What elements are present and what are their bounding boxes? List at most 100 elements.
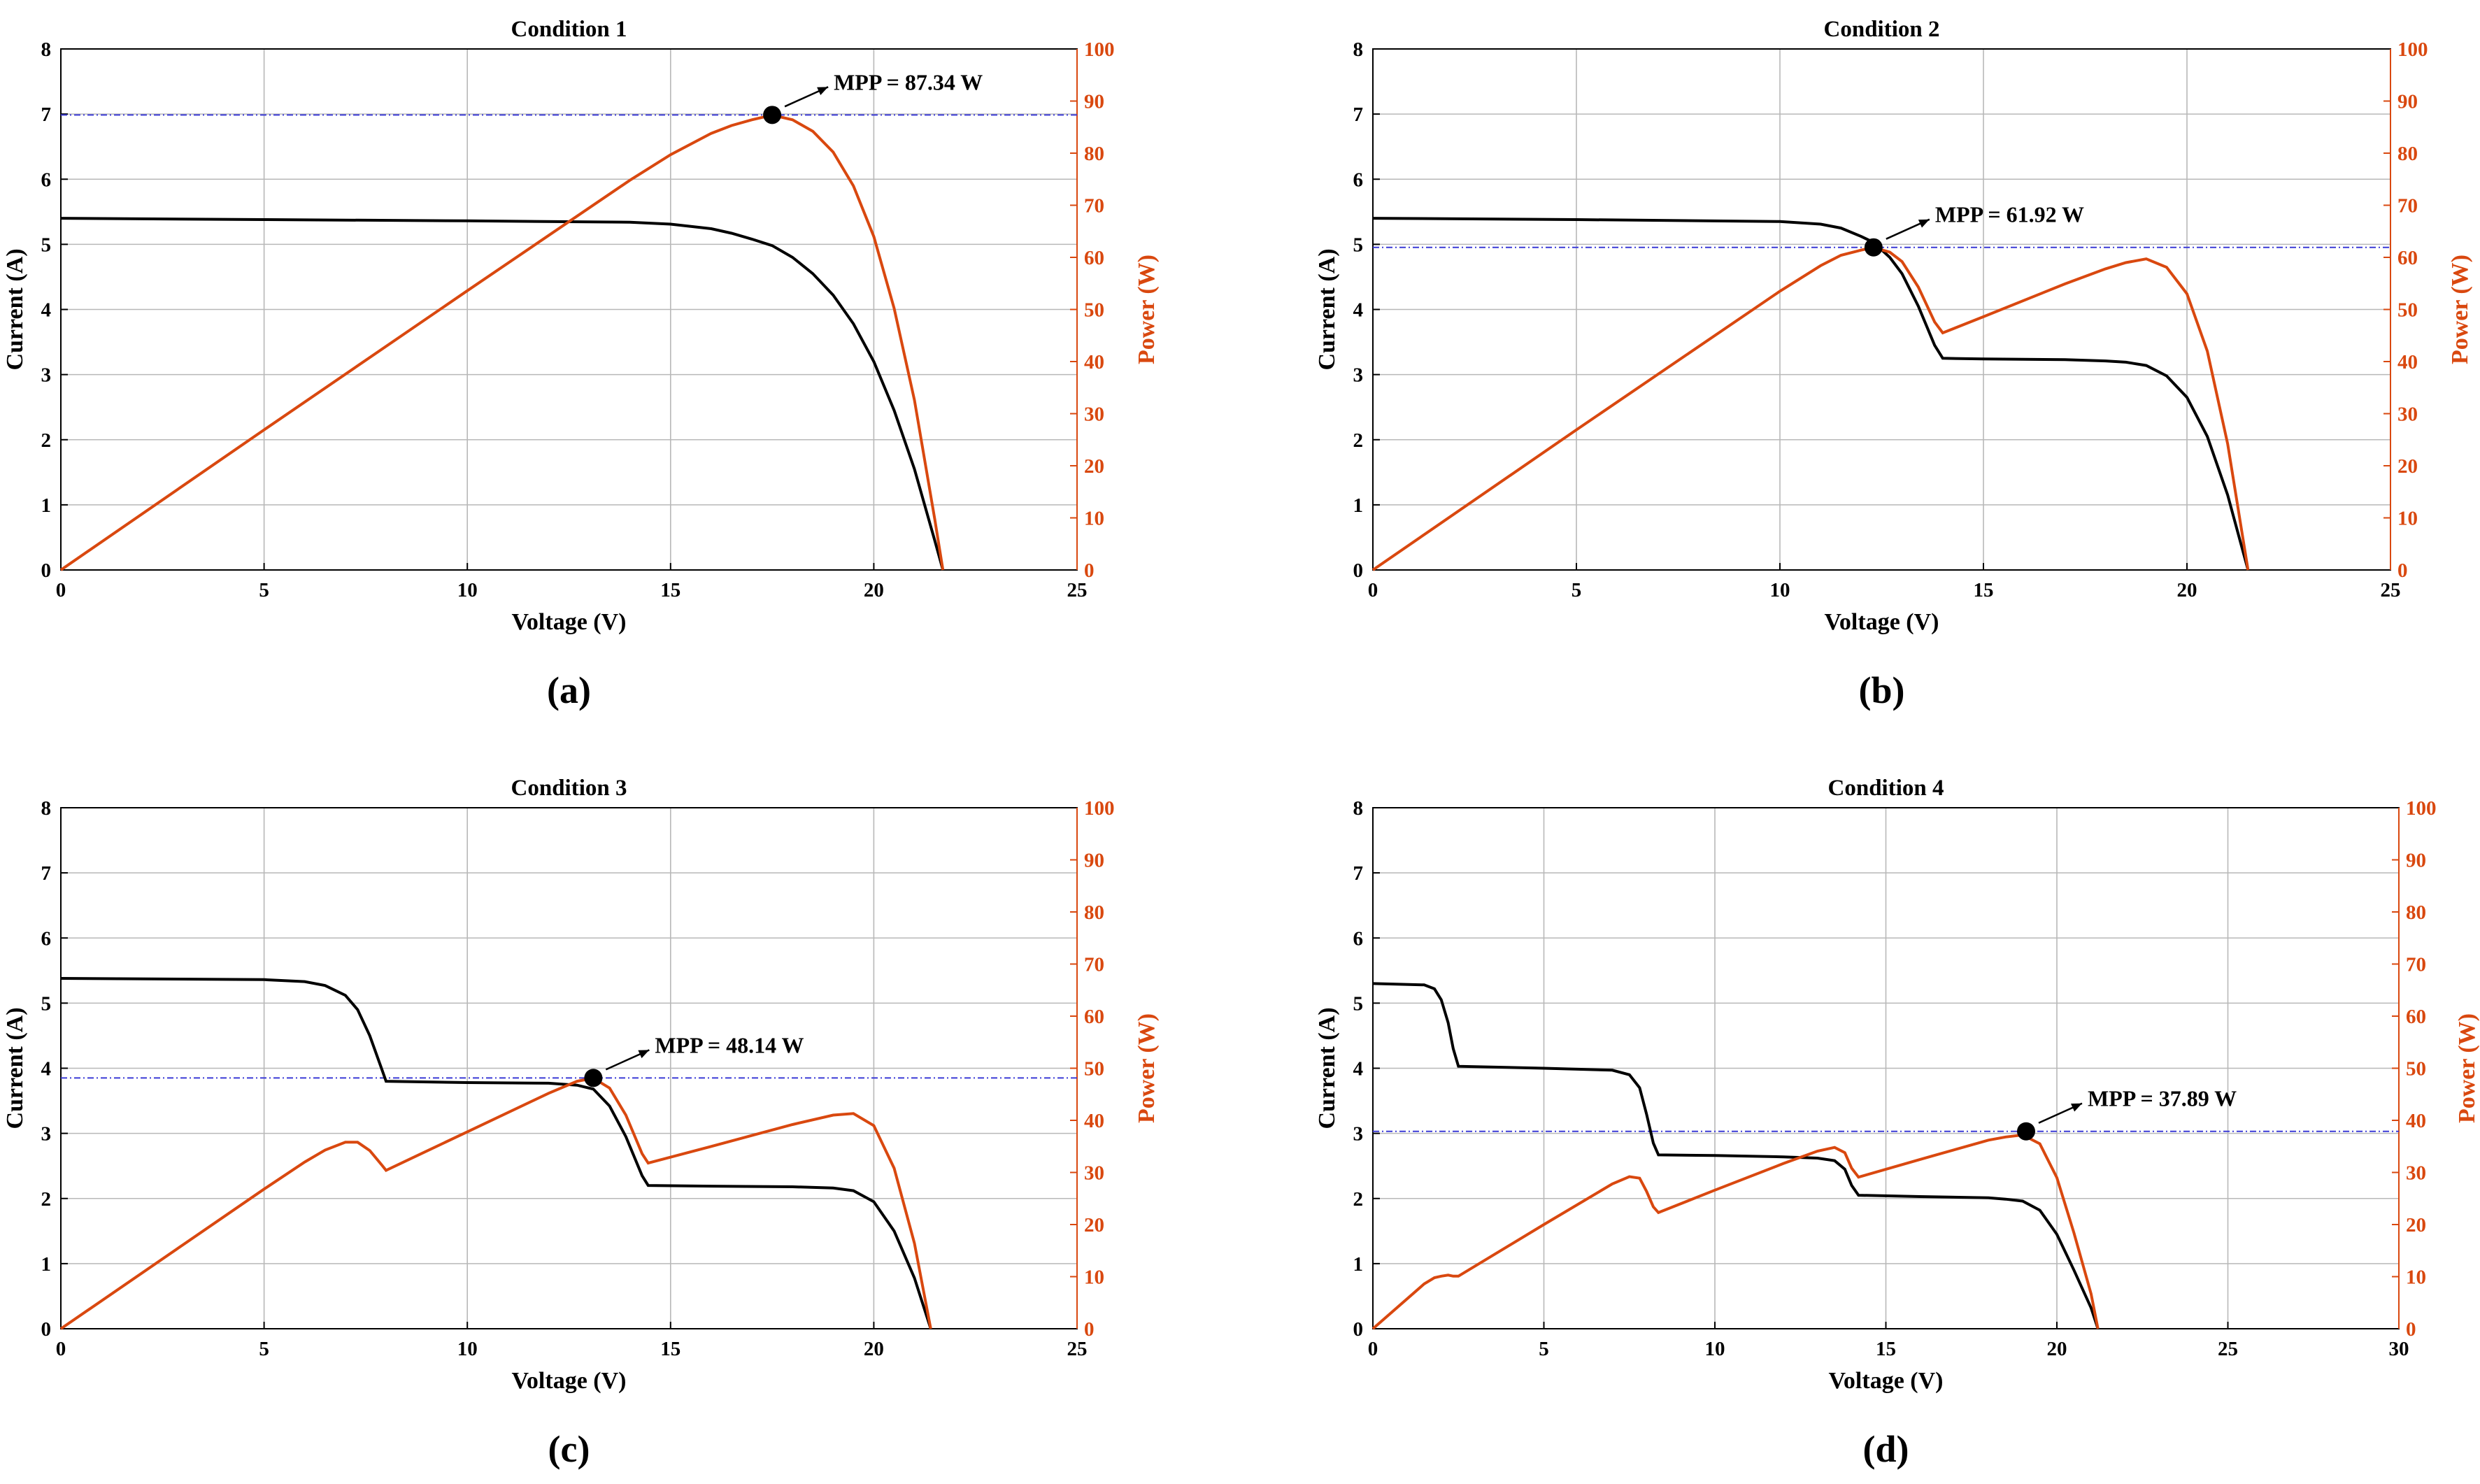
- y-tick-label: 0: [1353, 1318, 1364, 1341]
- panel-label: (b): [1859, 669, 1905, 711]
- y-tick-label: 1: [41, 1253, 52, 1276]
- x-tick-label: 10: [457, 1338, 478, 1360]
- y-tick-label: 8: [1353, 797, 1364, 820]
- y-tick-label: 7: [1353, 862, 1364, 885]
- mpp-label: MPP = 61.92 W: [1935, 202, 2084, 227]
- y-tick-label: 3: [1353, 1123, 1364, 1146]
- y2-tick-label: 80: [1084, 143, 1104, 165]
- y2-tick-label: 50: [1084, 299, 1104, 322]
- x-axis-label: Voltage (V): [512, 1368, 627, 1394]
- y-tick-label: 3: [1353, 364, 1364, 387]
- y2-tick-label: 70: [2406, 954, 2426, 976]
- y-tick-label: 1: [41, 494, 52, 517]
- y2-tick-label: 20: [1084, 1214, 1104, 1236]
- mpp-marker: [763, 106, 782, 124]
- current-curve: [1372, 982, 2100, 1329]
- mpp-label: MPP = 37.89 W: [2088, 1086, 2237, 1111]
- y2-axis-label: Power (W): [1134, 255, 1160, 364]
- y-axis-label: Current (A): [1314, 1007, 1340, 1129]
- chart-panel-2: 0 5 10 15 20 25012345678010203040506070809010…: [1314, 17, 2473, 711]
- x-tick-label: 10: [1705, 1338, 1725, 1360]
- panel-label: (c): [548, 1428, 590, 1470]
- mpp-marker: [584, 1069, 603, 1087]
- y2-tick-label: 90: [1084, 91, 1104, 113]
- x-tick-label: 25: [2381, 579, 2401, 601]
- y2-tick-label: 10: [1084, 508, 1104, 530]
- y2-tick-label: 10: [2397, 508, 2418, 530]
- x-tick-label: 5: [259, 1338, 269, 1360]
- y-tick-label: 6: [1353, 927, 1364, 950]
- y2-tick-label: 0: [1084, 559, 1095, 582]
- y-tick-label: 5: [1353, 992, 1364, 1015]
- x-tick-label: 15: [660, 579, 680, 601]
- x-tick-label: 15: [1974, 579, 1994, 601]
- y2-tick-label: 70: [1084, 954, 1104, 976]
- y-tick-label: 4: [41, 299, 52, 322]
- y2-tick-label: 70: [1084, 195, 1104, 217]
- y-tick-label: 2: [1353, 429, 1364, 452]
- y-tick-label: 4: [1353, 1058, 1364, 1080]
- y2-tick-label: 70: [2397, 195, 2418, 217]
- chart-title: Condition 1: [511, 17, 627, 42]
- x-tick-label: 5: [1539, 1338, 1549, 1360]
- y2-tick-label: 30: [1084, 1162, 1104, 1185]
- y2-tick-label: 10: [1084, 1267, 1104, 1289]
- y2-tick-label: 90: [1084, 850, 1104, 872]
- x-tick-label: 25: [1067, 579, 1088, 601]
- y-tick-label: 2: [1353, 1188, 1364, 1211]
- y-tick-label: 7: [41, 104, 52, 126]
- y2-tick-label: 80: [2406, 901, 2426, 924]
- y-tick-label: 6: [1353, 169, 1364, 191]
- y-tick-label: 0: [41, 1318, 52, 1341]
- x-tick-label: 0: [56, 1338, 66, 1360]
- y2-tick-label: 60: [2406, 1006, 2426, 1028]
- y-tick-label: 5: [41, 992, 52, 1015]
- y-tick-label: 3: [41, 1123, 52, 1146]
- panel-label: (d): [1863, 1428, 1909, 1470]
- y2-tick-label: 90: [2397, 91, 2418, 113]
- chart-panel-3: 0 5 10 15 20 25012345678010203040506070809010…: [2, 776, 1160, 1470]
- y2-tick-label: 30: [2397, 404, 2418, 426]
- y2-tick-label: 60: [1084, 1006, 1104, 1028]
- y-tick-label: 4: [1353, 299, 1364, 322]
- y2-tick-label: 40: [1084, 351, 1104, 373]
- chart-title: Condition 2: [1824, 17, 1940, 42]
- x-tick-label: 30: [2389, 1338, 2409, 1360]
- y-axis-label: Current (A): [2, 1007, 28, 1129]
- y2-tick-label: 40: [1084, 1110, 1104, 1132]
- y-tick-label: 1: [1353, 494, 1364, 517]
- y-tick-label: 4: [41, 1058, 52, 1080]
- y-tick-label: 6: [41, 169, 52, 191]
- y2-axis-label: Power (W): [2447, 255, 2473, 364]
- x-tick-label: 25: [2218, 1338, 2238, 1360]
- x-tick-label: 0: [1368, 579, 1378, 601]
- power-curve: [1371, 245, 2250, 571]
- y2-tick-label: 100: [1084, 797, 1115, 820]
- mpp-arrowhead: [1918, 219, 1930, 228]
- x-axis-label: Voltage (V): [1825, 609, 1939, 635]
- y2-tick-label: 80: [1084, 901, 1104, 924]
- x-tick-label: 15: [660, 1338, 680, 1360]
- y2-axis-label: Power (W): [1134, 1013, 1160, 1123]
- y2-tick-label: 60: [1084, 247, 1104, 269]
- y2-tick-label: 50: [2397, 299, 2418, 322]
- y-tick-label: 2: [41, 429, 52, 452]
- y2-axis-label: Power (W): [2454, 1013, 2480, 1123]
- y2-tick-label: 90: [2406, 850, 2426, 872]
- y2-tick-label: 10: [2406, 1267, 2426, 1289]
- y-tick-label: 3: [41, 364, 52, 387]
- y-tick-label: 7: [1353, 104, 1364, 126]
- y-tick-label: 1: [1353, 1253, 1364, 1276]
- y2-tick-label: 50: [2406, 1058, 2426, 1080]
- chart-panel-4: 0 5 10 15 20 25 300123456780102030405060708090…: [1314, 776, 2480, 1470]
- y2-tick-label: 50: [1084, 1058, 1104, 1080]
- mpp-label: MPP = 48.14 W: [655, 1032, 804, 1057]
- y2-tick-label: 100: [2406, 797, 2437, 820]
- current-curve: [60, 217, 945, 571]
- y2-tick-label: 0: [2406, 1318, 2416, 1341]
- y2-tick-label: 100: [1084, 38, 1115, 61]
- y-tick-label: 2: [41, 1188, 52, 1211]
- power-curve: [59, 1076, 932, 1330]
- x-tick-label: 25: [1067, 1338, 1088, 1360]
- power-curve: [59, 113, 945, 571]
